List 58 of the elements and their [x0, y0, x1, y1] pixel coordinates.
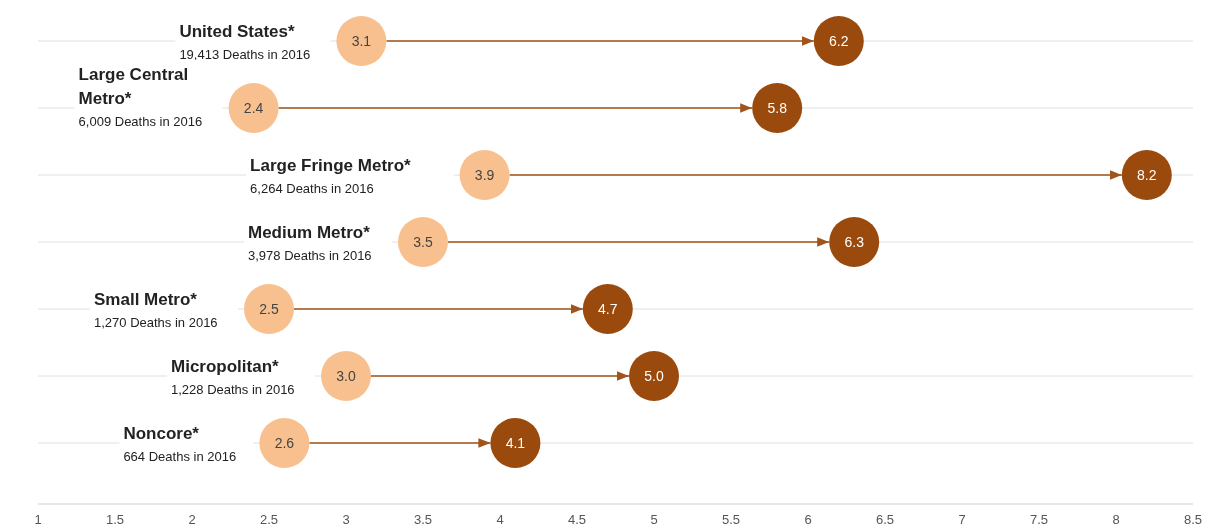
point: [459, 150, 510, 200]
x-tick-label: 6.5: [875, 512, 895, 527]
x-tick-label: 1.5: [105, 512, 125, 527]
point: [829, 217, 880, 267]
point: [582, 284, 633, 334]
y-tick-label: Noncore*: [123, 424, 200, 443]
y-tick-label: Large Fringe Metro*: [250, 156, 412, 175]
x-tick-label: 2: [188, 512, 196, 527]
annotation: 3,978 Deaths in 2016: [248, 248, 372, 263]
annotation: 19,413 Deaths in 2016: [179, 47, 311, 62]
point: [490, 418, 541, 468]
y-tick-label: Medium Metro*: [248, 223, 371, 242]
x-tick-label: 1: [34, 512, 42, 527]
x-tick-label: 8: [1112, 512, 1120, 527]
data-label: 2.4: [243, 100, 264, 116]
x-tick-label: 8.5: [1183, 512, 1203, 527]
x-tick-label: 3: [342, 512, 350, 527]
annotation: 6,264 Deaths in 2016: [250, 181, 374, 196]
y-tick-label: United States*: [179, 22, 296, 41]
point: [629, 351, 679, 401]
annotation: 664 Deaths in 2016: [123, 449, 237, 464]
data-label: 6.2: [829, 33, 849, 49]
x-tick-label: 4.5: [567, 512, 587, 527]
x-tick-label: 5: [650, 512, 658, 527]
point: [752, 83, 803, 133]
data-label: 8.2: [1137, 167, 1157, 183]
point: [321, 351, 371, 401]
point: [259, 418, 310, 468]
y-tick-label: Large Central Metro*: [78, 65, 189, 108]
annotation: 6,009 Deaths in 2016: [78, 114, 203, 129]
x-tick-label: 2.5: [259, 512, 279, 527]
point: [336, 16, 387, 66]
data-label: 4.1: [505, 435, 526, 451]
data-label: 3.5: [413, 234, 433, 250]
annotation: 1,228 Deaths in 2016: [171, 382, 295, 397]
annotation: 1,270 Deaths in 2016: [94, 315, 218, 330]
data-label: 3.1: [351, 33, 372, 49]
point: [398, 217, 448, 267]
x-tick-label: 7: [958, 512, 966, 527]
data-label: 5.8: [767, 100, 788, 116]
data-label: 3.9: [474, 167, 495, 183]
data-label: 2.5: [259, 301, 279, 317]
data-label: 2.6: [274, 435, 295, 451]
point: [813, 16, 864, 66]
y-tick-label: Micropolitan*: [171, 357, 280, 376]
x-tick-label: 6: [804, 512, 812, 527]
point: [228, 83, 279, 133]
point: [1121, 150, 1172, 200]
data-label: 5.0: [644, 368, 664, 384]
x-tick-label: 3.5: [413, 512, 433, 527]
data-label: 4.7: [598, 301, 618, 317]
y-tick-label: Small Metro*: [94, 290, 198, 309]
x-tick-label: 5.5: [721, 512, 741, 527]
data-label: 6.3: [844, 234, 865, 250]
data-label: 3.0: [336, 368, 356, 384]
x-tick-label: 7.5: [1029, 512, 1049, 527]
x-tick-label: 4: [496, 512, 504, 527]
point: [244, 284, 294, 334]
